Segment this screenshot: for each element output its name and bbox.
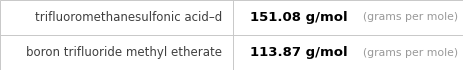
Text: trifluoromethanesulfonic acid–d: trifluoromethanesulfonic acid–d: [34, 11, 221, 24]
Text: (grams per mole): (grams per mole): [363, 48, 457, 57]
Text: (grams per mole): (grams per mole): [363, 13, 457, 22]
Text: 151.08 g/mol: 151.08 g/mol: [249, 11, 346, 24]
Text: boron trifluoride methyl etherate: boron trifluoride methyl etherate: [26, 46, 221, 59]
Text: 113.87 g/mol: 113.87 g/mol: [249, 46, 346, 59]
